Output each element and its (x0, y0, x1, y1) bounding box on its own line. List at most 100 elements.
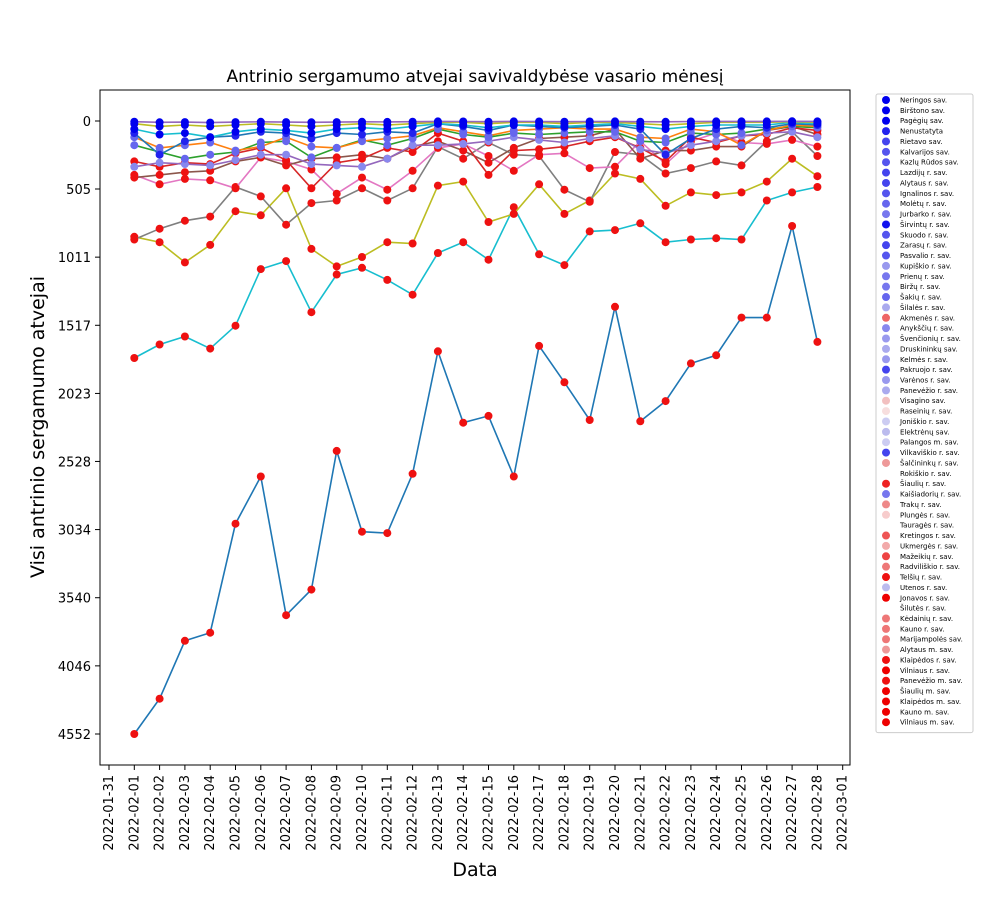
legend-item: Kazlų Rūdos sav. (882, 158, 959, 167)
data-point-1-17 (560, 261, 569, 270)
x-tick-label-9: 2022-02-09 (330, 775, 345, 851)
legend-item: Kėdainių r. sav. (882, 614, 953, 623)
data-point-0-1 (155, 694, 164, 703)
data-point-11-1 (155, 130, 164, 139)
legend-marker-38 (882, 490, 890, 499)
data-point-6-11 (408, 148, 417, 156)
data-point-13-26 (788, 117, 797, 126)
data-point-1-9 (358, 263, 366, 272)
data-point-8-10 (383, 141, 392, 150)
data-point-5-2 (180, 168, 189, 177)
data-point-0-10 (383, 529, 392, 538)
legend-item: Visagino sav. (882, 396, 946, 405)
y-tick-label-0: 0 (83, 115, 91, 130)
data-point-10-11 (408, 129, 417, 138)
data-point-2-14 (484, 218, 493, 226)
legend-label-27: Varėnos r. sav. (900, 376, 951, 384)
data-point-13-19 (611, 117, 619, 126)
y-tick-label-9: 4552 (58, 728, 91, 743)
data-point-4-11 (408, 166, 417, 175)
series-line-9 (133, 124, 818, 152)
data-point-4-25 (762, 139, 771, 148)
data-point-0-6 (282, 611, 291, 620)
legend-item: Tauragės r. sav. (882, 521, 954, 530)
legend-label-22: Anykščių r. sav. (900, 325, 954, 333)
legend-marker-39 (882, 500, 890, 509)
x-tick-label-18: 2022-02-18 (557, 775, 572, 851)
legend-marker-25 (882, 355, 890, 364)
legend-label-55: Vilniaus r. sav. (900, 667, 950, 675)
data-point-5-14 (484, 158, 493, 167)
data-point-0-0 (130, 730, 139, 738)
data-point-1-6 (282, 257, 291, 266)
legend-item: Kretingos r. sav. (882, 531, 956, 540)
x-tick-label-11: 2022-02-11 (380, 775, 395, 851)
data-point-13-12 (433, 117, 442, 126)
data-point-2-12 (433, 181, 442, 190)
data-point-7-13 (459, 139, 468, 148)
data-point-9-9 (358, 137, 366, 146)
legend-marker-5 (882, 147, 890, 156)
legend-marker-37 (882, 479, 890, 488)
data-point-2-15 (509, 209, 518, 218)
data-point-2-16 (535, 180, 544, 189)
data-point-1-19 (611, 226, 619, 235)
legend-label-18: Biržų r. sav. (900, 283, 940, 291)
legend-marker-20 (882, 303, 890, 312)
y-tick-label-1: 505 (66, 183, 91, 198)
data-point-0-26 (788, 222, 797, 230)
data-point-1-15 (509, 203, 518, 212)
legend-item: Alytaus r. sav. (882, 178, 949, 187)
x-tick-label-21: 2022-02-21 (633, 775, 648, 851)
data-point-13-13 (459, 117, 468, 126)
y-tick-label-7: 3540 (58, 592, 91, 607)
legend-marker-17 (882, 272, 890, 281)
x-axis: 2022-01-31 2022-02-01 2022-02-02 2022-02-03… (102, 765, 851, 851)
data-point-0-25 (762, 313, 771, 322)
data-point-13-27 (813, 117, 822, 126)
x-tick-label-26: 2022-02-26 (760, 775, 775, 851)
data-point-0-19 (611, 302, 619, 311)
legend-label-24: Druskininkų sav. (900, 345, 958, 353)
legend-item: Elektrėnų sav. (882, 427, 950, 436)
legend-marker-32 (882, 427, 890, 436)
data-point-1-27 (813, 183, 822, 191)
data-point-9-10 (383, 134, 392, 143)
plot-background (100, 90, 850, 765)
data-point-11-3 (206, 133, 215, 142)
legend-marker-7 (882, 168, 890, 177)
x-tick-label-16: 2022-02-16 (507, 775, 522, 851)
legend-marker-57 (882, 687, 890, 696)
data-point-3-3 (206, 212, 215, 221)
y-tick-label-3: 1517 (58, 319, 91, 334)
legend-marker-49 (882, 604, 890, 613)
legend-marker-9 (882, 189, 890, 198)
legend-label-49: Šilutės r. sav. (900, 604, 946, 613)
data-point-13-4 (231, 118, 240, 127)
data-point-4-14 (484, 152, 493, 160)
legend-item: Vilkaviškio r. sav. (882, 448, 959, 457)
legend-item: Šiaulių m. sav. (882, 687, 951, 696)
data-point-8-3 (206, 150, 215, 159)
legend-marker-23 (882, 334, 890, 343)
legend-item: Anykščių r. sav. (882, 324, 954, 333)
legend-marker-33 (882, 438, 890, 447)
legend-marker-36 (882, 469, 890, 478)
legend-item: Varėnos r. sav. (882, 375, 951, 384)
data-point-1-14 (484, 255, 493, 264)
data-point-13-8 (332, 118, 341, 127)
data-point-4-4 (231, 184, 240, 193)
data-point-1-11 (408, 290, 417, 299)
legend-label-53: Alytaus m. sav. (900, 646, 953, 654)
legend-label-0: Neringos sav. (900, 97, 947, 105)
data-point-3-17 (560, 185, 569, 194)
legend-item: Pasvalio r. sav. (882, 251, 951, 260)
x-tick-label-27: 2022-02-27 (785, 775, 800, 851)
legend-marker-6 (882, 158, 890, 167)
legend-marker-59 (882, 707, 890, 716)
legend-label-13: Skuodo r. sav. (900, 231, 948, 239)
legend-label-36: Rokiškio r. sav. (900, 470, 951, 478)
legend-label-11: Jurbarko r. sav. (899, 211, 952, 219)
legend-marker-43 (882, 541, 890, 550)
data-point-1-8 (332, 270, 341, 279)
